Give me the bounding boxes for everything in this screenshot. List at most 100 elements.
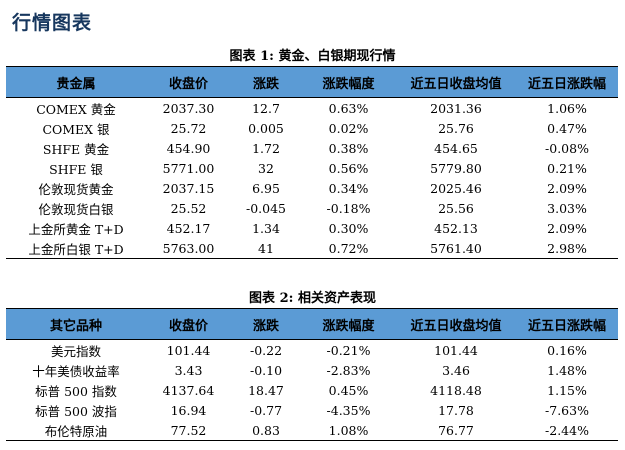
table-cell: 41 (231, 238, 301, 259)
column-header: 贵金属 (6, 66, 146, 98)
table-row: 上金所白银 T+D 5763.00 41 0.72% 5761.40 2.98% (6, 238, 618, 259)
table-cell: SHFE 银 (49, 161, 103, 177)
table-cell: 25.56 (438, 200, 474, 216)
table-cell: 5761.40 (396, 238, 516, 259)
table-cell: 标普 500 指数 (35, 383, 117, 399)
precious-metals-table: 贵金属 收盘价 涨跌 涨跌幅度 近五日收盘均值 近五日涨跌幅 COMEX 黄金 2… (6, 66, 618, 259)
table-cell: 上金所白银 T+D (6, 238, 146, 259)
table-cell: 0.72% (301, 238, 396, 259)
table-cell: 2.98% (516, 238, 618, 259)
table-cell: -7.63% (545, 402, 589, 418)
table-cell: 3.43 (174, 362, 203, 378)
table-cell: 101.44 (166, 342, 211, 358)
table-row: COMEX 黄金 2037.30 12.7 0.63% 2031.36 1.06% (6, 98, 618, 119)
table-cell: 2.09% (547, 180, 587, 196)
column-header: 其它品种 (6, 308, 146, 340)
table-cell: 5771.00 (162, 160, 215, 176)
table-cell: 2.09% (547, 220, 587, 236)
table-cell: 25.76 (438, 120, 474, 136)
table-cell: 5779.80 (430, 160, 482, 176)
column-header: 涨跌幅度 (301, 308, 396, 340)
table-cell: 454.65 (434, 140, 478, 156)
table-cell: -2.83% (326, 362, 371, 378)
table-row: 伦敦现货黄金 2037.15 6.95 0.34% 2025.46 2.09% (6, 178, 618, 198)
table-cell: 6.95 (252, 180, 280, 196)
table-cell: 0.30% (328, 220, 369, 236)
table-cell: 3.03% (547, 200, 587, 216)
table-cell: 0.02% (328, 120, 369, 136)
table-cell: 18.47 (248, 382, 284, 398)
table-cell: COMEX 银 (42, 121, 110, 137)
table-cell: -0.21% (326, 342, 371, 358)
table-cell: -0.08% (545, 140, 589, 156)
table-cell: 1.72 (252, 140, 280, 156)
table-cell: 25.52 (170, 200, 207, 216)
table-header-row: 其它品种 收盘价 涨跌 涨跌幅度 近五日收盘均值 近五日涨跌幅 (6, 308, 618, 340)
table-row: 伦敦现货白银 25.52 -0.045 -0.18% 25.56 3.03% (6, 198, 618, 218)
table-cell: -2.44% (516, 420, 618, 441)
table-cell: 2037.30 (162, 100, 215, 116)
table-cell: 101.44 (434, 342, 478, 358)
table-cell: 0.16% (547, 342, 587, 358)
table-row: 标普 500 波指 16.94 -0.77 -4.35% 17.78 -7.63% (6, 400, 618, 420)
table-row: COMEX 银 25.72 0.005 0.02% 25.76 0.47% (6, 118, 618, 138)
table-cell: COMEX 黄金 (36, 101, 116, 117)
table-row: 标普 500 指数 4137.64 18.47 0.45% 4118.48 1.15% (6, 380, 618, 400)
table-cell: 十年美债收益率 (32, 363, 120, 379)
table-cell: 0.47% (547, 120, 587, 136)
column-header: 收盘价 (146, 308, 231, 340)
table-cell: 1.08% (301, 420, 396, 441)
table-cell: 452.17 (166, 220, 211, 236)
table-cell: 32 (258, 160, 274, 176)
table-cell: 0.83 (231, 420, 301, 441)
table-cell: 0.34% (328, 180, 369, 196)
table-cell: -0.18% (326, 200, 371, 216)
table-cell: 布伦特原油 (6, 420, 146, 441)
table-cell: 0.005 (248, 120, 284, 136)
table-cell: 77.52 (146, 420, 231, 441)
column-header: 近五日涨跌幅 (516, 308, 618, 340)
column-header: 涨跌 (231, 66, 301, 98)
table-cell: 4118.48 (430, 382, 482, 398)
column-header: 近五日收盘均值 (396, 66, 516, 98)
table-cell: 美元指数 (50, 343, 101, 359)
table-cell: 0.21% (547, 160, 587, 176)
table-cell: 25.72 (170, 120, 207, 136)
table-cell: -0.10 (249, 362, 283, 378)
table-cell: 上金所黄金 T+D (28, 221, 124, 237)
table2-caption: 图表 2: 相关资产表现 (249, 291, 376, 306)
table-cell: 16.94 (170, 402, 207, 418)
table-cell: 0.63% (328, 100, 369, 116)
table-cell: 1.34 (252, 220, 280, 236)
table-row: 美元指数 101.44 -0.22 -0.21% 101.44 0.16% (6, 340, 618, 361)
table-row: SHFE 黄金 454.90 1.72 0.38% 454.65 -0.08% (6, 138, 618, 158)
table-cell: 17.78 (438, 402, 474, 418)
table-cell: 5763.00 (146, 238, 231, 259)
table-row: 十年美债收益率 3.43 -0.10 -2.83% 3.46 1.48% (6, 360, 618, 380)
table-row: 布伦特原油 77.52 0.83 1.08% 76.77 -2.44% (6, 420, 618, 441)
column-header: 收盘价 (146, 66, 231, 98)
column-header: 涨跌 (231, 308, 301, 340)
page-title: 行情图表 (12, 12, 93, 34)
table-cell: 0.56% (328, 160, 369, 176)
table-cell: 3.46 (442, 362, 470, 378)
table-cell: -4.35% (326, 402, 371, 418)
table-cell: 4137.64 (162, 382, 215, 398)
table-header-row: 贵金属 收盘价 涨跌 涨跌幅度 近五日收盘均值 近五日涨跌幅 (6, 66, 618, 98)
related-assets-table: 其它品种 收盘价 涨跌 涨跌幅度 近五日收盘均值 近五日涨跌幅 美元指数 101.… (6, 308, 618, 441)
table-cell: 2031.36 (430, 100, 482, 116)
table1-caption: 图表 1: 黄金、白银期现行情 (229, 49, 396, 64)
table-row: SHFE 银 5771.00 32 0.56% 5779.80 0.21% (6, 158, 618, 178)
table-cell: 伦敦现货黄金 (38, 181, 114, 197)
table-cell: 452.13 (434, 220, 478, 236)
column-header: 涨跌幅度 (301, 66, 396, 98)
table-cell: 1.06% (547, 100, 587, 116)
table-cell: 76.77 (396, 420, 516, 441)
table-cell: 0.45% (328, 382, 369, 398)
table-cell: -0.22 (249, 342, 283, 358)
table-cell: 伦敦现货白银 (38, 201, 114, 217)
table-cell: 1.48% (547, 362, 587, 378)
table-cell: -0.77 (249, 402, 283, 418)
table-row: 上金所黄金 T+D 452.17 1.34 0.30% 452.13 2.09% (6, 218, 618, 238)
table-cell: -0.045 (245, 200, 286, 216)
